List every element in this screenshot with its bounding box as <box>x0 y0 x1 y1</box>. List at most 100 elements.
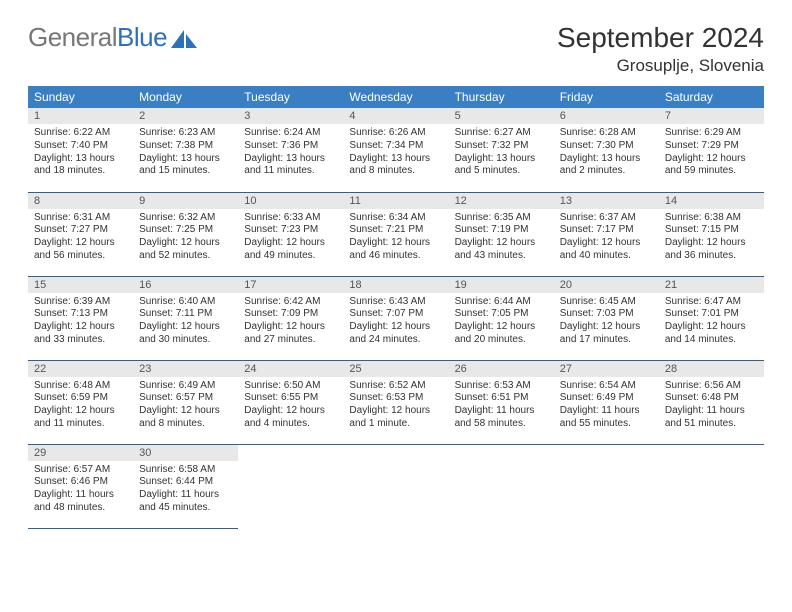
day-number: 27 <box>554 361 659 377</box>
sunrise-line: Sunrise: 6:28 AM <box>560 127 653 140</box>
sunrise-line: Sunrise: 6:45 AM <box>560 296 653 309</box>
calendar-cell: 4Sunrise: 6:26 AMSunset: 7:34 PMDaylight… <box>343 108 448 192</box>
day-number: 21 <box>659 277 764 293</box>
daylight-line: Daylight: 12 hours and 11 minutes. <box>34 405 127 431</box>
sunset-line: Sunset: 7:36 PM <box>244 140 337 153</box>
daylight-line: Daylight: 11 hours and 45 minutes. <box>139 489 232 515</box>
sunrise-line: Sunrise: 6:52 AM <box>349 380 442 393</box>
sunrise-line: Sunrise: 6:32 AM <box>139 212 232 225</box>
calendar-cell: 14Sunrise: 6:38 AMSunset: 7:15 PMDayligh… <box>659 192 764 276</box>
sunrise-line: Sunrise: 6:42 AM <box>244 296 337 309</box>
dow-wednesday: Wednesday <box>343 86 448 108</box>
calendar-row: 1Sunrise: 6:22 AMSunset: 7:40 PMDaylight… <box>28 108 764 192</box>
sunrise-line: Sunrise: 6:24 AM <box>244 127 337 140</box>
dow-monday: Monday <box>133 86 238 108</box>
calendar-cell: 29Sunrise: 6:57 AMSunset: 6:46 PMDayligh… <box>28 444 133 528</box>
sunrise-line: Sunrise: 6:49 AM <box>139 380 232 393</box>
sunrise-line: Sunrise: 6:53 AM <box>455 380 548 393</box>
calendar-cell <box>554 444 659 528</box>
calendar-cell: 20Sunrise: 6:45 AMSunset: 7:03 PMDayligh… <box>554 276 659 360</box>
sunset-line: Sunset: 6:44 PM <box>139 476 232 489</box>
calendar-cell: 18Sunrise: 6:43 AMSunset: 7:07 PMDayligh… <box>343 276 448 360</box>
calendar-cell: 24Sunrise: 6:50 AMSunset: 6:55 PMDayligh… <box>238 360 343 444</box>
sunrise-line: Sunrise: 6:39 AM <box>34 296 127 309</box>
sunset-line: Sunset: 7:19 PM <box>455 224 548 237</box>
calendar-body: 1Sunrise: 6:22 AMSunset: 7:40 PMDaylight… <box>28 108 764 528</box>
sunset-line: Sunset: 7:01 PM <box>665 308 758 321</box>
sunrise-line: Sunrise: 6:38 AM <box>665 212 758 225</box>
day-number: 12 <box>449 193 554 209</box>
daylight-line: Daylight: 12 hours and 20 minutes. <box>455 321 548 347</box>
daylight-line: Daylight: 13 hours and 8 minutes. <box>349 153 442 179</box>
sunset-line: Sunset: 7:13 PM <box>34 308 127 321</box>
sunrise-line: Sunrise: 6:37 AM <box>560 212 653 225</box>
sunset-line: Sunset: 7:21 PM <box>349 224 442 237</box>
day-number: 13 <box>554 193 659 209</box>
sunrise-line: Sunrise: 6:56 AM <box>665 380 758 393</box>
daylight-line: Daylight: 12 hours and 36 minutes. <box>665 237 758 263</box>
daylight-line: Daylight: 12 hours and 24 minutes. <box>349 321 442 347</box>
calendar-cell: 9Sunrise: 6:32 AMSunset: 7:25 PMDaylight… <box>133 192 238 276</box>
dow-tuesday: Tuesday <box>238 86 343 108</box>
sunset-line: Sunset: 6:55 PM <box>244 392 337 405</box>
calendar-cell <box>659 444 764 528</box>
calendar-cell: 10Sunrise: 6:33 AMSunset: 7:23 PMDayligh… <box>238 192 343 276</box>
sunset-line: Sunset: 6:59 PM <box>34 392 127 405</box>
daylight-line: Daylight: 12 hours and 43 minutes. <box>455 237 548 263</box>
daylight-line: Daylight: 13 hours and 15 minutes. <box>139 153 232 179</box>
daylight-line: Daylight: 11 hours and 58 minutes. <box>455 405 548 431</box>
calendar-cell: 19Sunrise: 6:44 AMSunset: 7:05 PMDayligh… <box>449 276 554 360</box>
sunset-line: Sunset: 6:48 PM <box>665 392 758 405</box>
calendar-cell: 16Sunrise: 6:40 AMSunset: 7:11 PMDayligh… <box>133 276 238 360</box>
calendar-cell: 7Sunrise: 6:29 AMSunset: 7:29 PMDaylight… <box>659 108 764 192</box>
calendar-cell: 5Sunrise: 6:27 AMSunset: 7:32 PMDaylight… <box>449 108 554 192</box>
sunrise-line: Sunrise: 6:57 AM <box>34 464 127 477</box>
sunset-line: Sunset: 7:07 PM <box>349 308 442 321</box>
sunrise-line: Sunrise: 6:29 AM <box>665 127 758 140</box>
calendar-cell: 15 Sunrise: 6:39 AMSunset: 7:13 PMDayligh… <box>28 276 133 360</box>
header-row: GeneralBlue September 2024 Grosuplje, Sl… <box>28 22 764 76</box>
sunrise-line: Sunrise: 6:54 AM <box>560 380 653 393</box>
calendar-cell <box>449 444 554 528</box>
day-number: 14 <box>659 193 764 209</box>
sunrise-line: Sunrise: 6:44 AM <box>455 296 548 309</box>
sunrise-line: Sunrise: 6:58 AM <box>139 464 232 477</box>
brand-logo: GeneralBlue <box>28 22 199 53</box>
calendar-cell: 6Sunrise: 6:28 AMSunset: 7:30 PMDaylight… <box>554 108 659 192</box>
daylight-line: Daylight: 11 hours and 51 minutes. <box>665 405 758 431</box>
daylight-line: Daylight: 13 hours and 5 minutes. <box>455 153 548 179</box>
sunrise-line: Sunrise: 6:26 AM <box>349 127 442 140</box>
brand-part1: General <box>28 22 117 53</box>
day-number: 10 <box>238 193 343 209</box>
day-number: 5 <box>449 108 554 124</box>
day-number: 6 <box>554 108 659 124</box>
calendar-cell: 1Sunrise: 6:22 AMSunset: 7:40 PMDaylight… <box>28 108 133 192</box>
dow-friday: Friday <box>554 86 659 108</box>
calendar-row: 29Sunrise: 6:57 AMSunset: 6:46 PMDayligh… <box>28 444 764 528</box>
sunset-line: Sunset: 7:11 PM <box>139 308 232 321</box>
daylight-line: Daylight: 13 hours and 11 minutes. <box>244 153 337 179</box>
day-number: 28 <box>659 361 764 377</box>
day-number: 4 <box>343 108 448 124</box>
sunrise-line: Sunrise: 6:40 AM <box>139 296 232 309</box>
calendar-page: GeneralBlue September 2024 Grosuplje, Sl… <box>0 0 792 612</box>
daylight-line: Daylight: 12 hours and 8 minutes. <box>139 405 232 431</box>
calendar-table: Sunday Monday Tuesday Wednesday Thursday… <box>28 86 764 529</box>
calendar-cell: 22Sunrise: 6:48 AMSunset: 6:59 PMDayligh… <box>28 360 133 444</box>
sunset-line: Sunset: 7:03 PM <box>560 308 653 321</box>
day-number: 15 <box>28 277 133 293</box>
day-number: 16 <box>133 277 238 293</box>
sunset-line: Sunset: 7:17 PM <box>560 224 653 237</box>
sunrise-line: Sunrise: 6:47 AM <box>665 296 758 309</box>
sunrise-line: Sunrise: 6:35 AM <box>455 212 548 225</box>
daylight-line: Daylight: 12 hours and 33 minutes. <box>34 321 127 347</box>
day-number: 26 <box>449 361 554 377</box>
day-number: 17 <box>238 277 343 293</box>
day-number: 9 <box>133 193 238 209</box>
sunset-line: Sunset: 7:05 PM <box>455 308 548 321</box>
daylight-line: Daylight: 12 hours and 14 minutes. <box>665 321 758 347</box>
calendar-cell: 27Sunrise: 6:54 AMSunset: 6:49 PMDayligh… <box>554 360 659 444</box>
day-number: 1 <box>28 108 133 124</box>
daylight-line: Daylight: 12 hours and 4 minutes. <box>244 405 337 431</box>
calendar-cell: 13Sunrise: 6:37 AMSunset: 7:17 PMDayligh… <box>554 192 659 276</box>
